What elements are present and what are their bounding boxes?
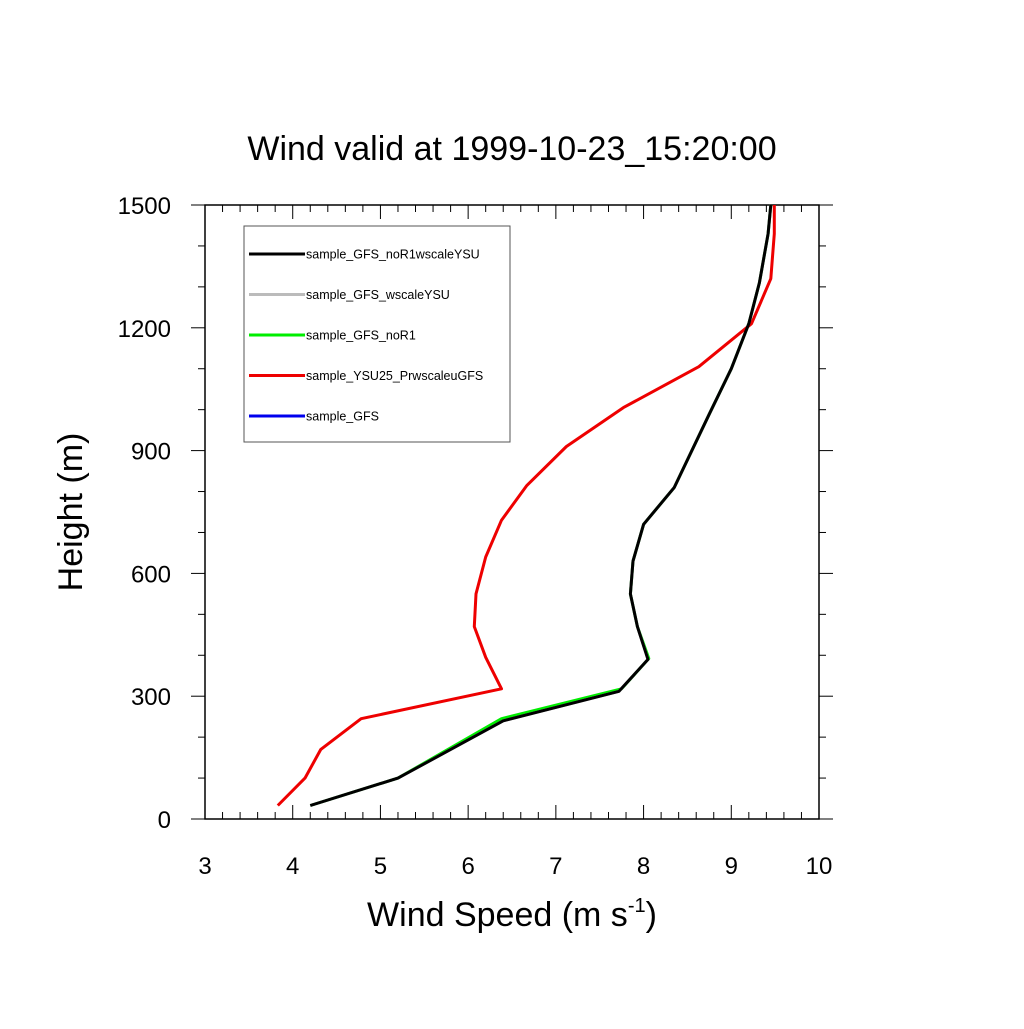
x-tick-label: 6 [461,853,474,880]
y-axis-label: Height (m) [52,433,90,592]
y-tick-label: 1500 [118,193,171,220]
legend: sample_GFS_noR1wscaleYSU sample_GFS_wscal… [249,248,483,424]
x-tick-label: 3 [198,853,211,880]
legend-label: sample_GFS [306,410,379,424]
axis-ticks [191,204,833,820]
x-tick-label: 5 [374,853,387,880]
legend-label: sample_GFS_noR1wscaleYSU [306,248,480,262]
x-tick-label: 8 [637,853,650,880]
y-axis-tick-labels: 0 300 600 900 1200 1500 [118,193,171,834]
legend-label: sample_GFS_wscaleYSU [306,288,450,302]
plot-frame [204,204,820,820]
x-tick-label: 4 [286,853,299,880]
legend-label: sample_GFS_noR1 [306,329,416,343]
y-tick-label: 1200 [118,316,171,343]
x-tick-label: 9 [725,853,738,880]
x-tick-label: 7 [549,853,562,880]
legend-label: sample_YSU25_PrwscaleuGFS [306,369,483,383]
x-tick-label: 10 [806,853,833,880]
y-tick-label: 0 [158,807,171,834]
y-tick-label: 600 [131,561,171,588]
x-axis-tick-labels: 3 4 5 6 7 8 9 10 [198,853,832,880]
series-lines [276,204,776,807]
x-axis-label: Wind Speed (m s-1) [367,895,657,934]
series-line-sample_GFS_noR1wscaleYSU [309,204,773,807]
y-tick-label: 300 [131,684,171,711]
chart-title: Wind valid at 1999-10-23_15:20:00 [247,130,776,168]
y-tick-label: 900 [131,439,171,466]
series-line-sample_YSU25_PrwscaleuGFS [276,205,776,807]
